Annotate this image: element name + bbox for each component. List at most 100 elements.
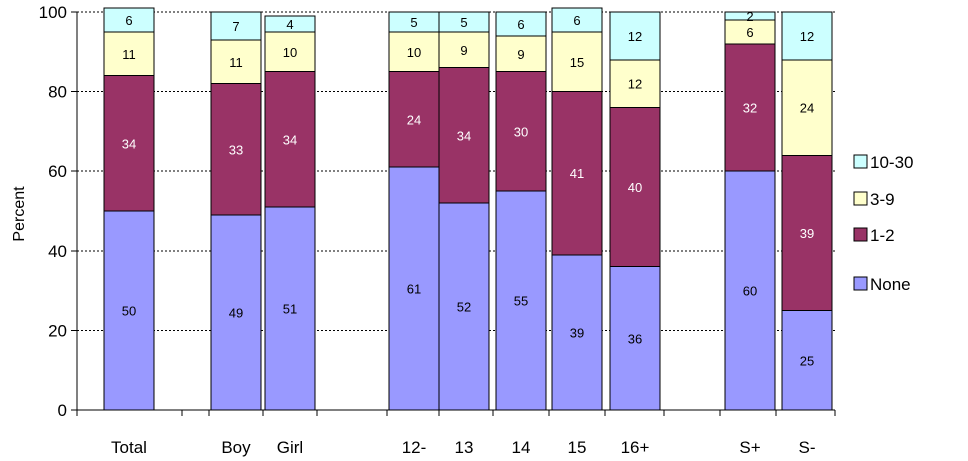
- x-category-label: 13: [455, 438, 474, 457]
- data-label: 6: [125, 13, 132, 28]
- data-label: 50: [122, 304, 136, 319]
- data-label: 40: [628, 180, 642, 195]
- x-category-label: Boy: [221, 438, 251, 457]
- y-tick-label: 60: [48, 162, 67, 181]
- data-label: 39: [570, 325, 584, 340]
- y-tick-label: 0: [58, 401, 67, 420]
- bar-segment: [264, 206, 316, 411]
- legend-label: 1-2: [870, 226, 895, 245]
- data-label: 61: [407, 282, 421, 297]
- bar-segment: [103, 210, 155, 411]
- bar-segment: [609, 59, 661, 109]
- bar-segment: [495, 71, 547, 192]
- legend-swatch: [853, 191, 868, 206]
- data-label: 9: [460, 43, 467, 58]
- legend-swatch: [853, 276, 868, 291]
- data-label: 12: [800, 29, 814, 44]
- bar-segment: [103, 7, 155, 33]
- bar-segment: [551, 31, 603, 93]
- data-label: 6: [573, 13, 580, 28]
- x-category-label: 15: [568, 438, 587, 457]
- y-tick-label: 100: [39, 3, 67, 22]
- data-label: 32: [743, 101, 757, 116]
- data-label: 6: [746, 25, 753, 40]
- bar-segment: [438, 11, 490, 33]
- bar-segment: [388, 166, 440, 411]
- legend-swatch: [853, 227, 868, 242]
- bar-segment: [551, 254, 603, 411]
- x-category-label: Girl: [277, 438, 303, 457]
- bar-segment: [438, 31, 490, 69]
- bar-segment: [264, 71, 316, 208]
- x-category-label: S+: [739, 438, 760, 457]
- data-label: 15: [570, 55, 584, 70]
- data-label: 9: [517, 47, 524, 62]
- x-category-label: 12-: [402, 438, 427, 457]
- data-label: 55: [514, 294, 528, 309]
- data-label: 41: [570, 166, 584, 181]
- bar-segment: [551, 7, 603, 33]
- data-label: 34: [283, 132, 297, 147]
- data-label: 39: [800, 226, 814, 241]
- y-tick-label: 40: [48, 242, 67, 261]
- data-label: 52: [457, 300, 471, 315]
- bar-segment: [781, 11, 833, 61]
- x-category-label: S-: [799, 438, 816, 457]
- bar-segment: [609, 11, 661, 61]
- data-label: 12: [628, 29, 642, 44]
- bar-segment: [388, 31, 440, 73]
- bar-segment: [495, 35, 547, 73]
- bar-segment: [264, 15, 316, 33]
- data-label: 34: [457, 128, 471, 143]
- legend-label: None: [870, 275, 911, 294]
- data-label: 11: [229, 55, 243, 70]
- x-category-label: Total: [111, 438, 147, 457]
- bar-segment: [724, 170, 776, 411]
- data-label: 7: [232, 19, 239, 34]
- y-axis-title: Percent: [11, 186, 28, 242]
- bar-segment: [210, 39, 262, 85]
- legend-swatch: [853, 154, 868, 169]
- bar-segment: [781, 154, 833, 311]
- bar-segment: [103, 75, 155, 212]
- data-label: 2: [746, 9, 753, 24]
- data-label: 6: [517, 17, 524, 32]
- data-label: 60: [743, 284, 757, 299]
- data-label: 24: [800, 101, 814, 116]
- data-label: 10: [283, 45, 297, 60]
- data-label: 30: [514, 124, 528, 139]
- bar-segment: [724, 11, 776, 21]
- bar-segment: [609, 107, 661, 268]
- axes: 0 20 40 60 80 100 Total Boy Girl 12- 13 14 15 16+ S+ S-: [39, 3, 836, 457]
- bar-segment: [609, 266, 661, 411]
- bar-segment: [210, 83, 262, 216]
- data-label: 12: [628, 77, 642, 92]
- legend-label: 3-9: [870, 190, 895, 209]
- y-tick-label: 20: [48, 321, 67, 340]
- bar-segment: [724, 43, 776, 172]
- x-category-label: 16+: [621, 438, 650, 457]
- data-label: 5: [460, 15, 467, 30]
- bar-segment: [388, 71, 440, 168]
- data-label: 51: [283, 302, 297, 317]
- data-label: 34: [122, 136, 136, 151]
- data-label: 5: [410, 15, 417, 30]
- data-label: 25: [800, 353, 814, 368]
- legend: 10-30 3-9 1-2 None: [853, 153, 913, 294]
- bar-segment: [495, 190, 547, 411]
- bar-segment: [495, 11, 547, 37]
- data-label: 36: [628, 331, 642, 346]
- y-tick-label: 80: [48, 83, 67, 102]
- bar-segment: [438, 202, 490, 411]
- bars: 5034116493311751341046124105523495553096…: [103, 7, 833, 411]
- data-label: 11: [122, 47, 136, 62]
- data-label: 4: [286, 17, 293, 32]
- legend-label: 10-30: [870, 153, 913, 172]
- data-label: 24: [407, 112, 421, 127]
- data-label: 10: [407, 45, 421, 60]
- bar-segment: [438, 67, 490, 204]
- data-label: 33: [229, 142, 243, 157]
- x-category-label: 14: [512, 438, 531, 457]
- data-label: 49: [229, 305, 243, 320]
